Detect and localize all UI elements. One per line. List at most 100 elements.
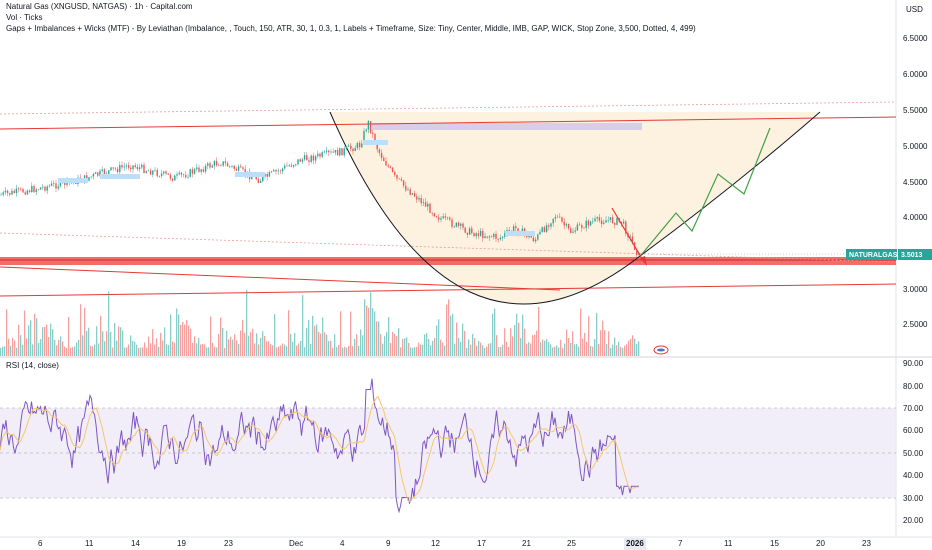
volume-bar [210,316,212,356]
candle-body [380,152,383,158]
volume-bar [310,343,312,356]
candle-body [398,178,400,180]
volume-bar [160,332,162,356]
candle-body [607,220,609,221]
volume-bar [408,342,410,356]
candle-body [411,193,414,195]
candle-body [20,188,22,190]
volume-bar [70,347,72,356]
projection-path[interactable] [641,127,771,255]
channel-top-line[interactable] [0,116,897,130]
volume-bar [540,342,542,356]
candle-body [295,164,297,166]
candle-body [119,165,121,172]
volume-bar [530,343,532,356]
volume-bar [308,319,310,356]
volume-bar [460,341,462,356]
candle-body [158,176,161,177]
gaps-indicator-label[interactable]: Gaps + Imbalances + Wicks (MTF) - By Lev… [6,24,696,33]
candle-body [409,189,411,195]
volume-bar [254,343,256,356]
volume-bar [20,335,22,356]
channel-bottom-dotted[interactable] [0,232,897,263]
volume-bar [14,340,16,356]
volume-bar [134,341,136,356]
candle-body [231,165,233,167]
volume-bar [124,347,126,356]
candle-body [574,230,576,232]
rsi-line[interactable] [0,378,639,514]
volume-bar [446,304,448,356]
volume-bar [158,346,160,356]
candle-body [37,189,40,191]
candle-body [59,180,62,187]
candlestick-series[interactable] [0,119,640,259]
volume-bar [614,337,616,356]
diagonal-trendline[interactable] [0,266,561,291]
candle-body [433,213,436,217]
symbol-tag[interactable] [846,249,897,260]
price-tick: 5.0000 [903,142,928,151]
volume-bar [98,343,100,356]
volume-bar [76,342,78,356]
candle-body [539,231,541,235]
rsi-tick: 40.00 [903,471,924,480]
candle-body [321,152,323,157]
volume-bar [296,345,298,356]
volume-bar [550,344,552,356]
volume-bar [96,326,98,356]
candle-body [484,236,486,239]
volume-series[interactable] [0,289,640,356]
volume-bar [470,344,472,356]
chart-title[interactable]: Natural Gas (XNGUSD, NATGAS) · 1h · Capi… [6,2,193,11]
volume-bar [624,345,626,356]
volume-bar [114,323,116,356]
volume-bar [302,295,304,356]
candle-body [572,231,574,233]
volume-bar [8,338,10,356]
volume-bar [208,347,210,356]
volume-bar [542,339,544,356]
volume-indicator-label[interactable]: Vol · Ticks [6,13,43,22]
channel-top-dotted[interactable] [0,101,897,115]
candle-body [369,121,372,133]
volume-bar [212,342,214,356]
volume-bar [370,292,372,356]
volume-bar [314,325,316,356]
volume-bar [570,342,572,356]
volume-bar [94,344,96,356]
volume-bar [148,336,150,356]
volume-bar [384,336,386,356]
rsi-indicator-label[interactable]: RSI (14, close) [6,361,59,370]
support-trendline[interactable] [0,283,897,297]
volume-bar [442,342,444,356]
candle-body [358,142,361,148]
volume-bar [456,322,458,356]
volume-bar [52,329,54,356]
candle-body [121,165,123,168]
candle-body [625,221,627,234]
volume-icon[interactable] [653,345,669,355]
candle-body [497,238,499,240]
candle-body [603,222,605,224]
gap-zone-bottom[interactable] [0,257,896,265]
candle-body [156,170,158,177]
volume-bar [630,339,632,356]
last-price-tag[interactable] [898,249,932,260]
candle-body [416,196,418,200]
volume-bar [66,347,68,356]
volume-bar [256,333,258,356]
candle-body [376,143,378,150]
volume-bar [498,347,500,356]
candle-body [614,223,616,225]
candle-body [50,183,53,186]
volume-bar [546,339,548,356]
candle-body [537,234,539,240]
volume-bar [34,313,36,356]
volume-bar [6,309,8,356]
candle-body [585,220,587,229]
currency-label[interactable]: USD [906,5,923,14]
candle-body [374,133,376,144]
candle-body [0,194,2,196]
